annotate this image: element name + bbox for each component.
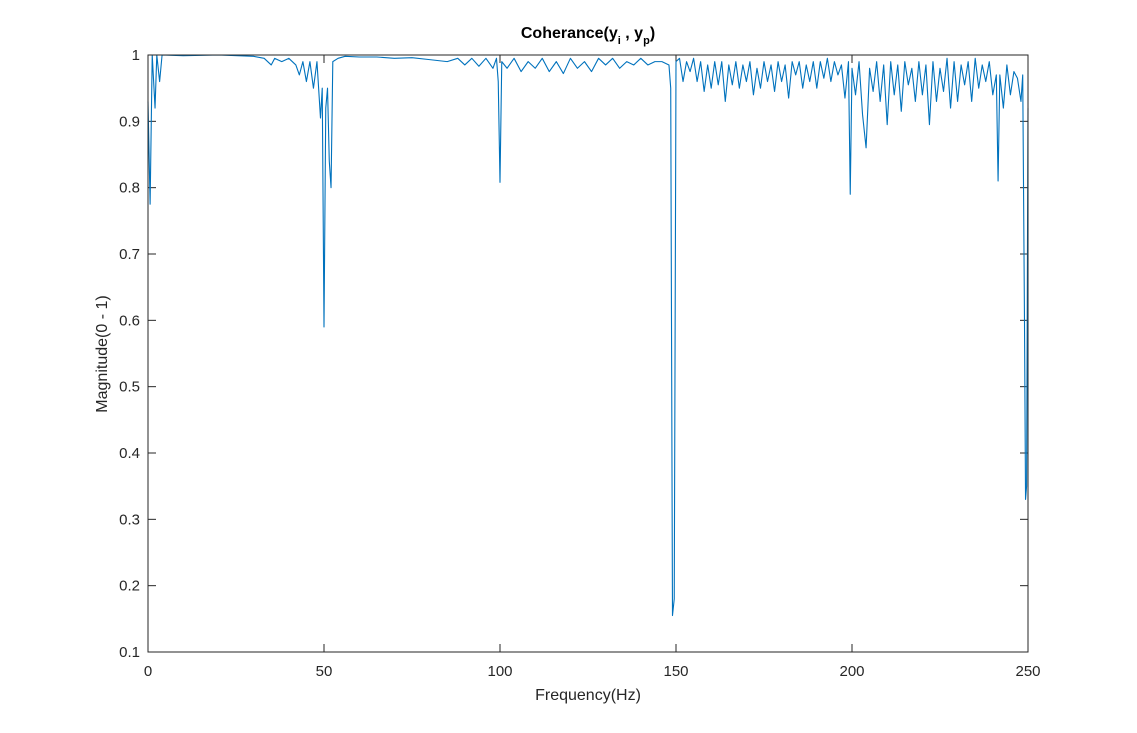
y-tick-label: 0.2	[119, 578, 140, 595]
y-tick-label: 0.5	[119, 379, 140, 396]
title-part: , y	[621, 25, 643, 42]
y-tick-label: 0.9	[119, 113, 140, 130]
y-tick-label: 0.1	[119, 644, 140, 661]
y-tick-label: 0.6	[119, 312, 140, 329]
title-part: Coherance(y	[521, 25, 618, 42]
y-tick-label: 0.3	[119, 511, 140, 528]
x-axis-label: Frequency(Hz)	[535, 687, 641, 704]
x-tick-label: 150	[663, 663, 688, 680]
y-tick-label: 0.8	[119, 180, 140, 197]
chart-title: Coherance(yi , yp)	[521, 25, 655, 47]
plot-area	[148, 55, 1028, 652]
x-tick-label: 250	[1015, 663, 1040, 680]
x-tick-label: 100	[487, 663, 512, 680]
y-tick-label: 0.4	[119, 445, 140, 462]
x-tick-label: 0	[144, 663, 152, 680]
title-subscript: p	[643, 35, 650, 47]
x-tick-label: 50	[316, 663, 333, 680]
y-tick-label: 1	[132, 47, 140, 64]
title-subscript: i	[618, 35, 621, 47]
title-part: )	[650, 25, 655, 42]
axes-box	[147, 54, 1029, 653]
x-tick-label: 200	[839, 663, 864, 680]
y-axis-label: Magnitude(0 - 1)	[94, 295, 111, 412]
data-line	[147, 54, 1029, 617]
y-tick-label: 0.7	[119, 246, 140, 263]
